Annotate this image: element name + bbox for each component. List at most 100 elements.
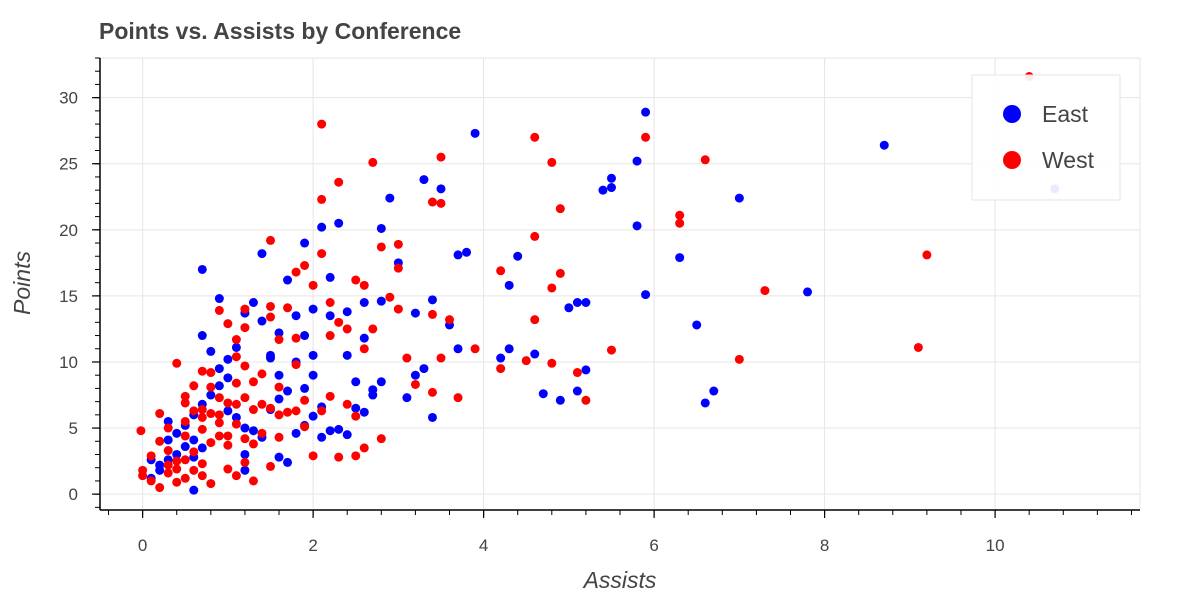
data-point-east — [709, 386, 719, 396]
chart-title: Points vs. Assists by Conference — [99, 18, 461, 44]
data-point-west — [197, 366, 207, 376]
data-point-west — [189, 465, 199, 475]
y-tick-label: 10 — [59, 353, 78, 372]
data-point-west — [445, 315, 455, 325]
data-point-east — [265, 350, 275, 360]
data-point-east — [214, 294, 224, 304]
data-point-east — [197, 443, 207, 453]
data-point-east — [325, 311, 335, 321]
data-point-west — [547, 358, 557, 368]
data-point-east — [214, 364, 224, 374]
data-point-west — [155, 483, 165, 493]
data-point-west — [265, 461, 275, 471]
data-point-west — [248, 476, 258, 486]
data-point-west — [214, 431, 224, 441]
data-point-west — [257, 428, 267, 438]
data-point-east — [402, 393, 412, 403]
y-tick-label: 15 — [59, 287, 78, 306]
data-point-east — [700, 398, 710, 408]
data-point-east — [206, 346, 216, 356]
data-point-west — [291, 406, 301, 416]
data-point-west — [436, 198, 446, 208]
data-points — [136, 72, 1060, 495]
data-point-west — [214, 393, 224, 403]
data-point-west — [342, 399, 352, 409]
data-point-west — [240, 304, 250, 314]
data-point-west — [138, 465, 148, 475]
data-point-east — [325, 426, 335, 436]
data-point-west — [913, 342, 923, 352]
data-point-east — [283, 457, 293, 467]
data-point-east — [189, 485, 199, 495]
data-point-east — [376, 377, 386, 387]
data-point-west — [410, 379, 420, 389]
data-point-east — [172, 428, 182, 438]
data-point-east — [419, 364, 429, 374]
data-point-west — [393, 239, 403, 249]
data-point-east — [641, 290, 651, 300]
data-point-west — [197, 424, 207, 434]
data-point-west — [197, 459, 207, 469]
data-point-east — [376, 296, 386, 306]
data-point-east — [359, 407, 369, 417]
data-point-east — [206, 390, 216, 400]
data-point-west — [206, 409, 216, 419]
data-point-west — [283, 407, 293, 417]
data-point-east — [283, 275, 293, 285]
data-point-west — [197, 412, 207, 422]
data-point-west — [317, 406, 327, 416]
data-point-east — [223, 354, 233, 364]
data-point-west — [368, 157, 378, 167]
data-point-west — [530, 132, 540, 142]
data-point-west — [291, 360, 301, 370]
y-axis-label: Points — [9, 251, 35, 315]
data-point-east — [513, 251, 523, 261]
data-point-east — [223, 373, 233, 383]
data-point-east — [572, 298, 582, 308]
data-point-east — [214, 381, 224, 391]
data-point-west — [606, 345, 616, 355]
data-point-west — [163, 446, 173, 456]
data-point-west — [675, 210, 685, 220]
data-point-east — [334, 424, 344, 434]
data-point-west — [265, 312, 275, 322]
data-point-east — [274, 394, 284, 404]
y-tick-label: 20 — [59, 221, 78, 240]
data-point-west — [555, 204, 565, 214]
data-point-west — [240, 393, 250, 403]
data-point-east — [291, 428, 301, 438]
data-point-west — [146, 451, 156, 461]
data-point-west — [257, 369, 267, 379]
data-point-west — [402, 353, 412, 363]
data-point-east — [317, 432, 327, 442]
data-point-west — [274, 410, 284, 420]
data-point-west — [547, 157, 557, 167]
data-point-west — [206, 479, 216, 489]
data-point-east — [470, 128, 480, 138]
legend: East West — [971, 74, 1121, 201]
data-point-west — [214, 418, 224, 428]
data-point-east — [308, 350, 318, 360]
data-point-west — [274, 382, 284, 392]
data-point-east — [530, 349, 540, 359]
data-point-west — [231, 378, 241, 388]
data-point-west — [189, 406, 199, 416]
data-point-west — [427, 309, 437, 319]
data-point-west — [163, 460, 173, 470]
data-point-west — [521, 356, 531, 366]
data-point-east — [300, 238, 310, 248]
data-point-east — [564, 303, 574, 313]
data-point-east — [342, 307, 352, 317]
data-point-west — [136, 426, 146, 436]
data-point-east — [572, 386, 582, 396]
data-point-east — [598, 185, 608, 195]
data-point-east — [410, 308, 420, 318]
data-point-west — [922, 250, 932, 260]
data-point-west — [308, 280, 318, 290]
data-point-west — [359, 344, 369, 354]
data-point-west — [359, 443, 369, 453]
data-point-east — [283, 386, 293, 396]
data-point-west — [317, 194, 327, 204]
data-point-east — [581, 365, 591, 375]
data-point-west — [257, 399, 267, 409]
